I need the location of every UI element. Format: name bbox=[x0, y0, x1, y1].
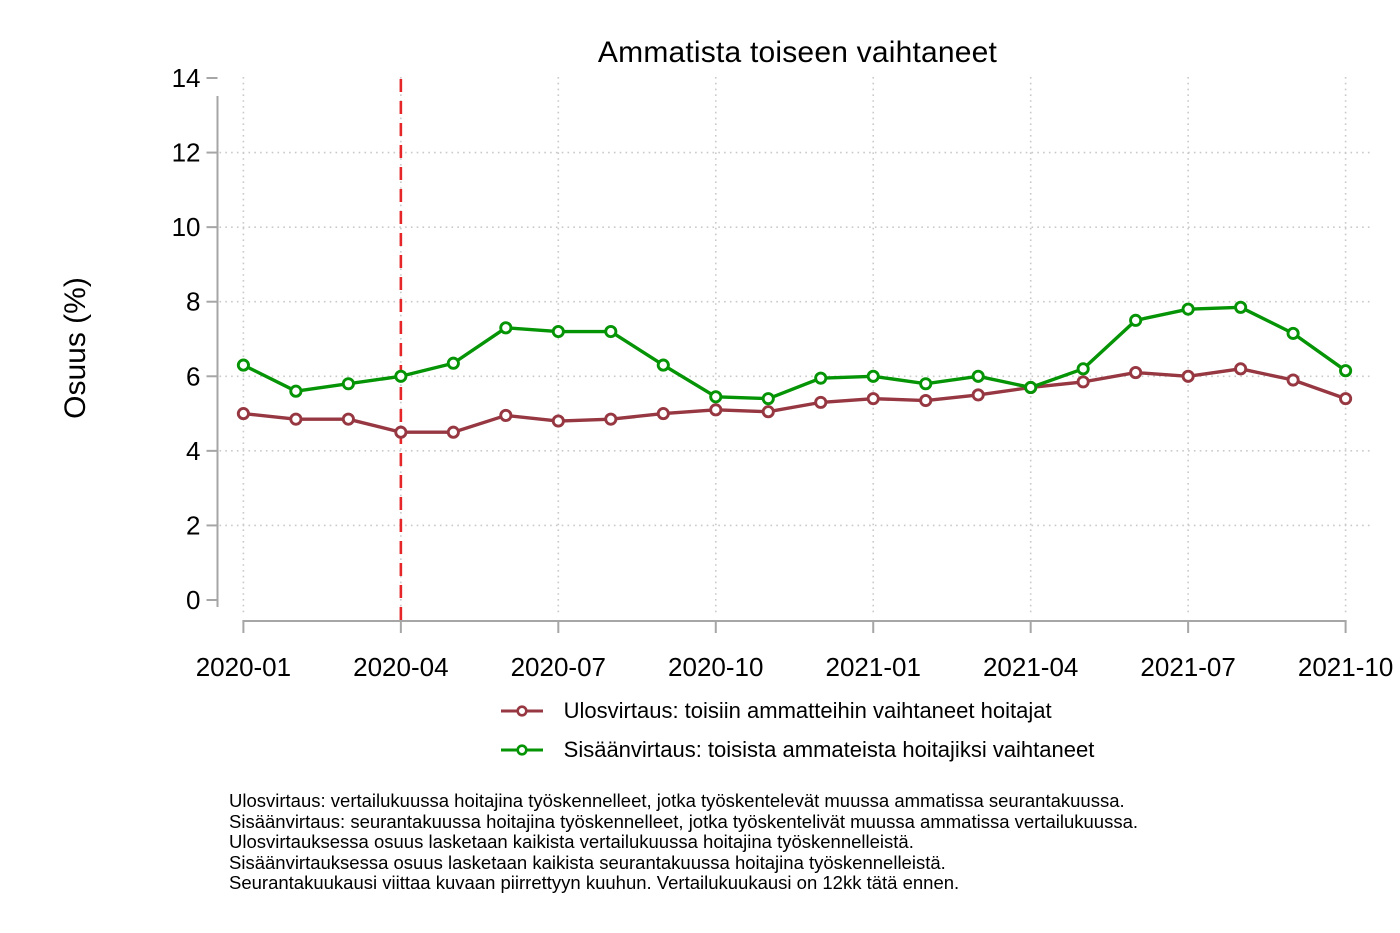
outflow-data-point-marker bbox=[814, 395, 828, 409]
y-tick-label: 12 bbox=[172, 138, 201, 168]
inflow-data-point-marker bbox=[814, 371, 828, 385]
inflow-data-point-marker bbox=[1024, 380, 1038, 395]
outflow-data-point-marker bbox=[551, 414, 565, 428]
outflow-data-point-marker bbox=[1339, 392, 1353, 406]
legend-block: Ulosvirtaus: toisiin ammatteihin vaihtan… bbox=[500, 696, 1095, 765]
inflow-data-point-marker bbox=[1181, 302, 1195, 316]
legend-item-outflow: Ulosvirtaus: toisiin ammatteihin vaihtan… bbox=[500, 696, 1095, 726]
inflow-data-point-marker bbox=[1234, 300, 1248, 314]
inflow-data-point-marker bbox=[1286, 326, 1300, 340]
x-tick-label: 2021-07 bbox=[1140, 652, 1235, 682]
inflow-data-point-marker bbox=[499, 321, 513, 335]
outflow-data-point-marker bbox=[1129, 366, 1143, 380]
inflow-data-point-marker bbox=[761, 392, 775, 406]
outflow-data-point-marker bbox=[866, 392, 880, 406]
inflow-data-point-marker bbox=[551, 324, 565, 339]
inflow-data-point-marker bbox=[656, 358, 670, 372]
y-tick-label: 14 bbox=[172, 63, 201, 93]
outflow-data-point-marker bbox=[446, 425, 460, 439]
legend: Ulosvirtaus: toisiin ammatteihin vaihtan… bbox=[217, 696, 1378, 765]
inflow-data-point-marker bbox=[709, 390, 723, 404]
inflow-data-point-marker bbox=[289, 384, 303, 398]
inflow-data-point-marker bbox=[1339, 364, 1353, 378]
inflow-data-point-marker bbox=[341, 377, 355, 391]
x-tick-label: 2020-07 bbox=[511, 652, 606, 682]
outflow-data-point-marker bbox=[341, 412, 355, 426]
inflow-data-point-marker bbox=[971, 369, 985, 383]
inflow-legend-marker-icon bbox=[500, 744, 543, 756]
inflow-data-point-marker bbox=[866, 369, 880, 383]
x-tick-label: 2021-04 bbox=[983, 652, 1078, 682]
footnote-line-4: Sisäänvirtauksessa osuus lasketaan kaiki… bbox=[229, 851, 946, 873]
footnote-line-1: Ulosvirtaus: vertailukuussa hoitajina ty… bbox=[229, 790, 1125, 811]
inflow-data-point-marker bbox=[1076, 362, 1090, 376]
inflow-data-point-marker bbox=[394, 369, 408, 383]
inflow-data-point-marker bbox=[604, 324, 618, 339]
x-tick-label: 2020-04 bbox=[353, 652, 448, 682]
inflow-series-line bbox=[242, 305, 1347, 401]
chart-title: Ammatista toiseen vaihtaneet bbox=[597, 36, 998, 69]
y-tick-label: 6 bbox=[186, 361, 200, 391]
outflow-data-point-marker bbox=[1286, 373, 1300, 387]
outflow-data-point-marker bbox=[971, 388, 985, 402]
y-tick-label: 0 bbox=[186, 585, 200, 615]
legend-item-inflow: Sisäänvirtaus: toisista ammateista hoita… bbox=[500, 735, 1095, 765]
x-tick-label: 2020-01 bbox=[196, 652, 291, 682]
inflow-data-point-marker bbox=[1129, 313, 1143, 327]
y-tick-label: 8 bbox=[186, 287, 200, 317]
inflow-data-point-marker bbox=[919, 377, 933, 391]
inflow-data-point-marker bbox=[446, 356, 460, 370]
outflow-data-point-marker bbox=[604, 412, 618, 426]
outflow-data-point-marker bbox=[1076, 375, 1090, 389]
outflow-data-point-marker bbox=[919, 393, 933, 408]
footnotes: Ulosvirtaus: vertailukuussa hoitajina ty… bbox=[229, 790, 1139, 894]
outflow-data-point-marker bbox=[236, 407, 250, 421]
outflow-data-point-marker bbox=[709, 403, 723, 417]
y-tick-label: 4 bbox=[186, 436, 200, 466]
footnote-line-3: Ulosvirtauksessa osuus lasketaan kaikist… bbox=[229, 831, 914, 852]
y-tick-label: 10 bbox=[172, 212, 201, 242]
x-tick-label: 2021-10 bbox=[1298, 652, 1393, 682]
outflow-data-point-marker bbox=[1234, 362, 1248, 376]
outflow-series-line bbox=[243, 367, 1347, 434]
outflow-data-point-marker bbox=[1181, 369, 1195, 383]
legend-label-outflow: Ulosvirtaus: toisiin ammatteihin vaihtan… bbox=[563, 698, 1052, 723]
y-tick-label: 2 bbox=[186, 510, 200, 540]
outflow-data-point-marker bbox=[394, 425, 408, 439]
outflow-legend-marker-icon bbox=[500, 705, 543, 717]
outflow-data-point-marker bbox=[289, 412, 303, 426]
outflow-data-point-marker bbox=[656, 407, 670, 421]
footnote-line-5: Seurantakuukausi viittaa kuvaan piirrett… bbox=[229, 872, 960, 893]
outflow-data-point-marker bbox=[499, 408, 513, 422]
footnote-line-2: Sisäänvirtaus: seurantakuussa hoitajina … bbox=[229, 810, 1139, 832]
legend-label-inflow: Sisäänvirtaus: toisista ammateista hoita… bbox=[563, 737, 1095, 762]
inflow-data-point-marker bbox=[236, 358, 250, 372]
x-tick-label: 2020-10 bbox=[668, 652, 763, 682]
x-tick-label: 2021-01 bbox=[826, 652, 921, 682]
outflow-data-point-marker bbox=[761, 405, 775, 419]
